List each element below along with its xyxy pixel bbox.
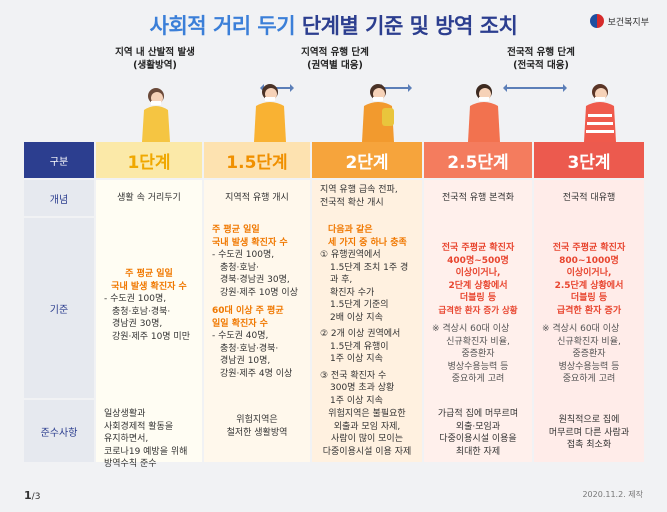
level-column-1: 1단계 생활 속 거리두기 주 평균 일일 국내 발생 확진자 수 - 수도권 … xyxy=(96,142,202,469)
phase-label-1: 지역 내 산발적 발생 (생활방역) xyxy=(115,47,195,71)
person-red-icon xyxy=(468,84,500,142)
row-header-criteria: 기준 xyxy=(24,218,94,398)
concept-cell-4: 전국적 유행 본격화 xyxy=(442,192,514,203)
compliance-cell-3: 위험지역은 불필요한 외출과 모임 자제, 사람이 많이 모이는 다중이용시설 … xyxy=(322,409,412,457)
criteria-cell-3: 다음과 같은 세 가지 중 하나 충족 ① 유행권역에서 1.5단계 조치 1주… xyxy=(320,225,409,406)
level-header-5: 3단계 xyxy=(534,142,644,178)
compliance-cell-1: 일상생활과 사회경제적 활동을 유지하면서, 코로나19 예방을 위해 방역수칙… xyxy=(104,409,188,469)
compliance-cell-5: 원칙적으로 집에 머무르며 다른 사람과 접촉 최소화 xyxy=(548,415,630,450)
level-header-4: 2.5단계 xyxy=(424,142,532,178)
criteria-cell-4: 전국 주평균 확진자 400명~500명 이상이거나, 2단계 상황에서 더블링… xyxy=(432,243,518,384)
concept-cell-5: 전국적 대유행 xyxy=(562,192,616,203)
level-column-4: 2.5단계 전국적 유행 본격화 전국 주평균 확진자 400명~500명 이상… xyxy=(424,142,532,462)
row-header-category: 구분 xyxy=(24,142,94,178)
taegeuk-icon xyxy=(589,14,604,28)
level-column-5: 3단계 전국적 대유행 전국 주평균 확진자 800~1000명 이상이거나, … xyxy=(534,142,644,462)
page-indicator: 1/3 xyxy=(24,489,41,502)
title-part1: 사회적 거리 두기 xyxy=(149,14,296,38)
person-striped-icon xyxy=(584,84,616,142)
compliance-cell-4: 가급적 집에 머무르며 외출·모임과 다중이용시설 이용을 최대한 자제 xyxy=(437,409,519,457)
production-date: 2020.11.2. 제작 xyxy=(582,490,643,499)
compliance-cell-2: 위험지역은 철저한 생활방역 xyxy=(226,415,288,438)
person-backpack-icon xyxy=(362,84,394,142)
row-header-concept: 개념 xyxy=(24,180,94,216)
phase-label-2: 지역적 유행 단계 (권역별 대응) xyxy=(301,47,369,71)
criteria-cell-2: 주 평균 일일 국내 발생 확진자 수 - 수도권 100명, 충청·호남· 경… xyxy=(212,225,298,379)
person-yellow-icon xyxy=(142,88,170,142)
arrow-phase3 xyxy=(503,84,567,92)
title-part2: 단계별 기준 및 방역 조치 xyxy=(301,14,518,38)
arrow-left-phase2 xyxy=(260,84,294,92)
concept-cell-3: 지역 유행 급속 전파, 전국적 확산 개시 xyxy=(320,185,398,208)
criteria-cell-1: 주 평균 일일 국내 발생 확진자 수 - 수도권 100명, 충청·호남·경북… xyxy=(104,269,190,342)
concept-cell-2: 지역적 유행 개시 xyxy=(225,192,289,203)
concept-cell-1: 생활 속 거리두기 xyxy=(117,192,181,203)
level-header-3: 2단계 xyxy=(312,142,422,178)
ministry-name: 보건복지부 xyxy=(607,17,649,28)
ministry-logo: 보건복지부 xyxy=(589,14,649,28)
criteria-cell-5: 전국 주평균 확진자 800~1000명 이상이거나, 2.5단계 상황에서 더… xyxy=(542,243,626,384)
row-header-compliance: 준수사항 xyxy=(24,400,94,462)
level-header-2: 1.5단계 xyxy=(204,142,310,178)
page-title: 사회적 거리 두기 단계별 기준 및 방역 조치 xyxy=(0,10,667,40)
person-orange-icon xyxy=(254,84,286,142)
level-column-3: 2단계 지역 유행 급속 전파, 전국적 확산 개시 다음과 같은 세 가지 중… xyxy=(312,142,422,462)
level-column-2: 1.5단계 지역적 유행 개시 주 평균 일일 국내 발생 확진자 수 - 수도… xyxy=(204,142,310,462)
phase-label-3: 전국적 유행 단계 (전국적 대응) xyxy=(507,47,575,71)
level-table: 구분 개념 기준 준수사항 1단계 생활 속 거리두기 주 평균 일일 국내 발… xyxy=(24,142,644,469)
level-header-1: 1단계 xyxy=(96,142,202,178)
